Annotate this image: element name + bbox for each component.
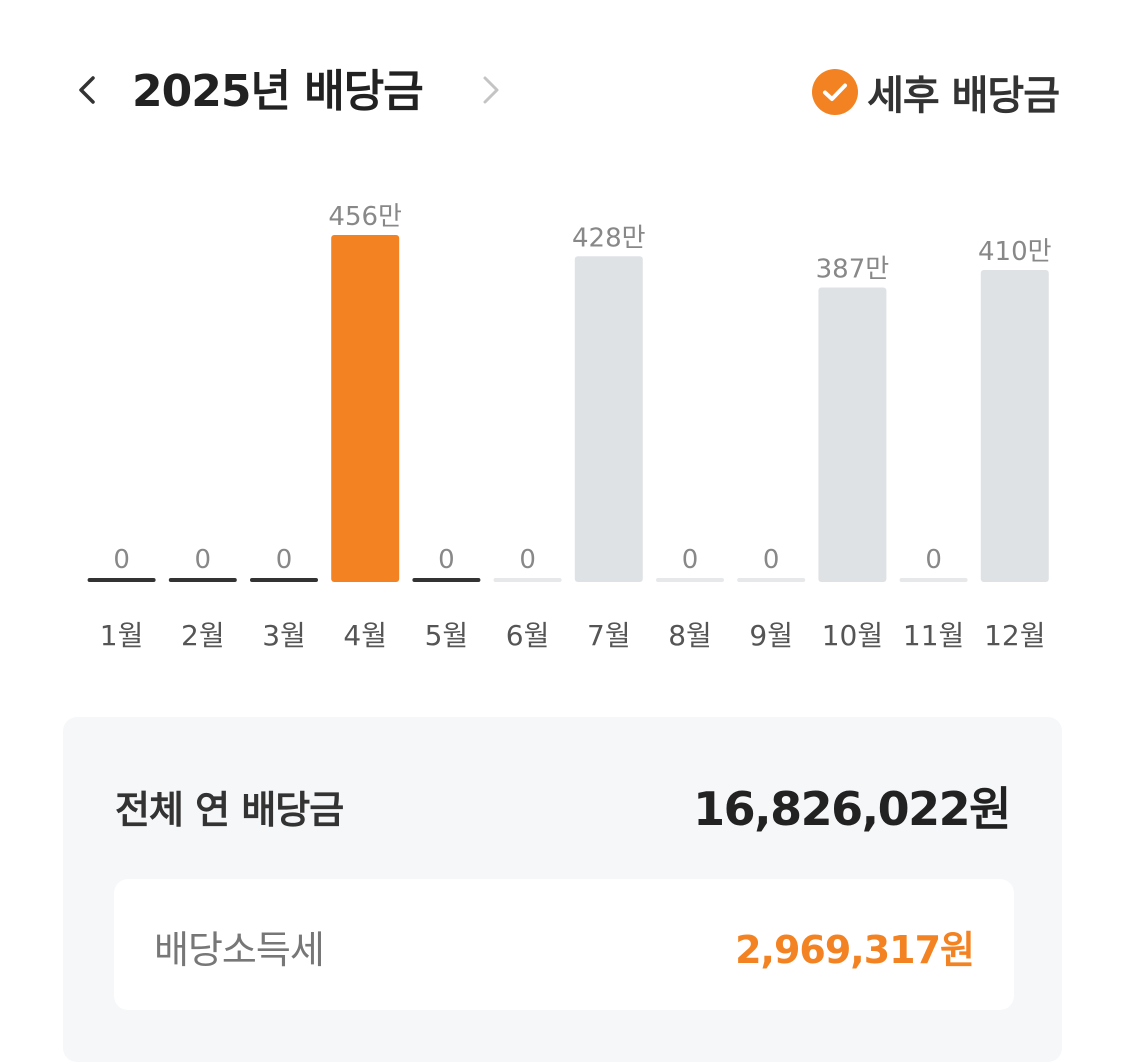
- chevron-left-icon: [79, 76, 95, 104]
- bar-value-label: 0: [113, 545, 130, 575]
- month-label: 1월: [100, 619, 144, 652]
- aftertax-label: 세후 배당금: [867, 73, 1060, 119]
- bar-value-label: 410만: [978, 237, 1052, 267]
- bar-7월[interactable]: [574, 256, 643, 582]
- prev-year-button[interactable]: [66, 68, 110, 112]
- chart-svg: 0 1월 0 2월 0 3월 456만 4월 0 5월 0 6월 428만 7월 0 8월 0 9월 387만 10월…: [87, 202, 1052, 652]
- bar-value-label: 0: [195, 545, 212, 575]
- month-label: 4월: [343, 619, 387, 652]
- bar-value-label: 0: [682, 545, 699, 575]
- bar-4월[interactable]: [331, 235, 400, 582]
- header: 2025년 배당금 세후 배당금: [0, 50, 1125, 134]
- chevron-right-icon: [483, 76, 499, 104]
- bar-12월[interactable]: [980, 270, 1049, 582]
- bar-value-label: 387만: [816, 255, 890, 285]
- dividend-tax-value: 2,969,317원: [735, 928, 975, 972]
- bar-8월[interactable]: [656, 578, 724, 582]
- bar-3월[interactable]: [250, 578, 318, 582]
- bar-value-label: 0: [763, 545, 780, 575]
- bar-2월[interactable]: [168, 578, 237, 582]
- page-title: 2025년 배당금: [132, 66, 424, 117]
- check-circle-icon: [812, 69, 859, 115]
- bar-value-label: 0: [276, 545, 293, 575]
- aftertax-toggle[interactable]: 세후 배당금: [811, 64, 1060, 120]
- bar-value-label: 0: [519, 545, 536, 575]
- bar-value-label: 428만: [572, 223, 646, 253]
- bar-5월[interactable]: [412, 578, 481, 582]
- month-label: 2월: [181, 619, 225, 652]
- bar-6월[interactable]: [493, 578, 562, 582]
- month-label: 3월: [262, 619, 306, 652]
- month-label: 8월: [668, 619, 712, 652]
- month-label: 12월: [984, 619, 1045, 652]
- month-label: 7월: [587, 619, 631, 652]
- bar-value-label: 0: [925, 545, 942, 575]
- bar-value-label: 456만: [328, 202, 402, 232]
- month-label: 11월: [903, 619, 964, 652]
- month-label: 6월: [506, 619, 550, 652]
- bar-1월[interactable]: [87, 578, 156, 582]
- month-label: 10월: [822, 619, 883, 652]
- tax-box: 배당소득세 2,969,317원: [114, 879, 1014, 1010]
- bar-value-label: 0: [438, 545, 455, 575]
- total-dividend-value: 16,826,022원: [693, 782, 1011, 836]
- monthly-dividend-chart: 0 1월 0 2월 0 3월 456만 4월 0 5월 0 6월 428만 7월 0 8월 0 9월 387만 10월…: [0, 180, 1125, 670]
- total-dividend-label: 전체 연 배당금: [115, 788, 344, 832]
- dividend-tax-label: 배당소득세: [154, 928, 325, 972]
- bar-9월[interactable]: [737, 578, 806, 582]
- bar-11월[interactable]: [899, 578, 968, 582]
- bar-10월[interactable]: [818, 287, 887, 582]
- next-year-button[interactable]: [468, 68, 512, 112]
- month-label: 5월: [425, 619, 469, 652]
- month-label: 9월: [749, 619, 793, 652]
- summary-card: 전체 연 배당금 16,826,022원 배당소득세 2,969,317원: [63, 717, 1062, 1062]
